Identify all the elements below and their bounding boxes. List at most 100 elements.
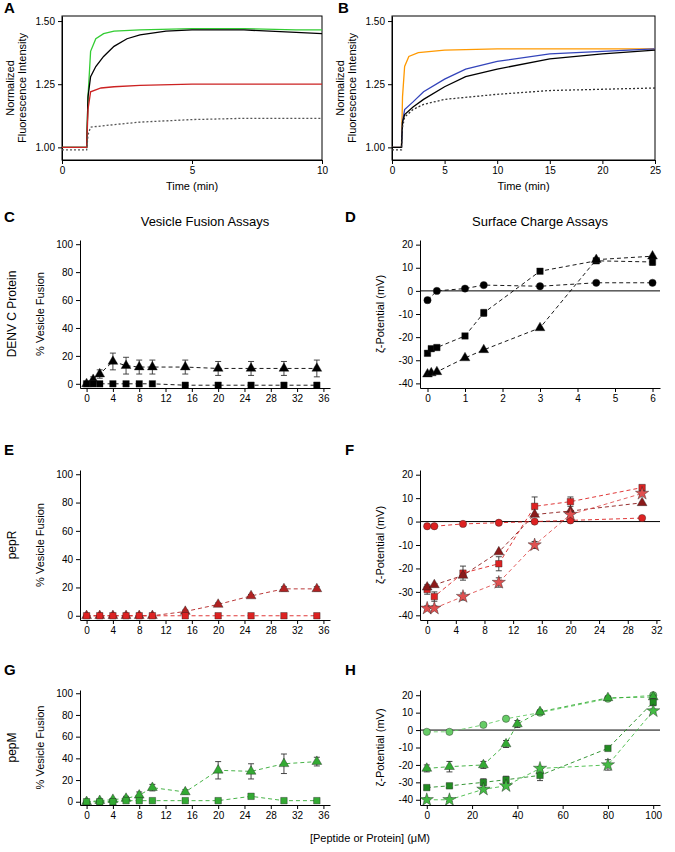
y-tick: 100 [56,469,80,480]
x-axis-title: Time (min) [166,180,218,192]
x-tick-label: 24 [239,393,251,404]
y-tick: 1.50 [36,16,62,27]
x-tick-mark [271,805,272,809]
panel: 05101.001.251.50 [36,16,329,176]
y-tick-label: 40 [62,323,74,334]
x-tick: 5 [613,388,619,404]
x-tick-mark [653,805,654,809]
marker [647,704,660,717]
marker [531,518,538,525]
y-axis: 020406080100 [56,469,80,622]
x-tick-mark [192,620,193,624]
error-bar [431,592,437,601]
x-axis: 04812162024283236 [81,620,331,636]
marker [182,382,188,388]
marker [108,610,118,619]
y-tick-mark [76,587,80,588]
x-tick: 32 [292,620,304,636]
y-tick-label: -40 [399,378,414,389]
x-tick: 20 [467,805,479,821]
plot-area [82,754,322,805]
panel: 04812162024283236020406080100 [56,469,330,636]
marker [281,382,287,388]
x-tick-mark [218,620,219,624]
y-tick-label: 100 [56,688,73,699]
marker [246,363,256,372]
y-tick-mark [416,615,420,616]
x-tick: 20 [213,620,225,636]
x-tick-mark [322,160,323,164]
x-tick: 0 [390,160,396,176]
panel: 04812162024283236020406080100 [56,239,330,404]
marker [649,279,656,286]
x-tick-label: 60 [558,810,570,821]
marker [82,610,92,619]
x-axis-title: Time (min) [497,180,549,192]
row-label: pepR [5,530,19,559]
y-tick-label: -40 [399,610,414,621]
x-tick: 32 [651,620,663,636]
marker [215,613,221,619]
x-tick-mark [445,160,446,164]
x-tick: 3 [538,388,544,404]
x-tick: 16 [537,620,549,636]
y-tick-label: 80 [62,267,74,278]
y-tick: 1.25 [36,79,62,90]
y-tick-mark [416,730,420,731]
x-tick: 10 [317,160,329,176]
y-tick-mark [416,337,420,338]
y-tick: 20 [62,775,80,786]
x-tick-label: 8 [482,625,488,636]
x-tick-label: 20 [213,625,225,636]
y-tick-mark [76,737,80,738]
x-tick: 0 [425,620,431,636]
x-tick: 28 [266,620,278,636]
y-tick-mark [416,545,420,546]
x-tick-mark [218,388,219,392]
y-axis: 1.001.251.50 [366,16,393,161]
marker [136,797,142,803]
y-axis-line [392,17,393,161]
y-tick-label: 20 [62,582,74,593]
marker [281,613,287,619]
y-tick-label: 0 [67,379,73,390]
x-tick-label: 10 [317,165,329,176]
connector-line [427,695,653,732]
x-tick: 0 [84,620,90,636]
x-tick-label: 25 [650,165,662,176]
x-tick-label: 36 [318,810,330,821]
marker [123,381,129,387]
marker [110,613,116,619]
x-tick-mark [139,620,140,624]
y-tick-mark [416,800,420,801]
marker [213,599,223,608]
connector-line [428,261,653,354]
y-tick-label: 40 [62,753,74,764]
connector-line [427,493,642,608]
plot-area [392,49,655,150]
marker [564,508,577,521]
marker [312,363,322,372]
y-tick: 0 [407,516,420,527]
marker [456,590,469,603]
column-title: Vesicle Fusion Assays [141,214,270,229]
x-tick-label: 20 [597,165,609,176]
x-axis-line [421,805,661,806]
error-bar [434,345,440,350]
x-tick-label: 40 [512,810,524,821]
marker [446,783,452,789]
x-tick-label: 5 [613,393,619,404]
y-tick: 1.00 [366,142,392,153]
x-tick: 32 [292,805,304,821]
x-tick-mark [192,160,193,164]
marker [95,610,105,619]
x-tick-label: 20 [467,810,479,821]
y-tick: 20 [402,239,420,250]
x-axis: 020406080100 [421,805,663,821]
x-tick-label: 32 [651,625,663,636]
marker [123,613,129,619]
marker [420,793,433,805]
x-tick-mark [427,620,428,624]
x-tick-label: 24 [239,625,251,636]
x-tick-label: 20 [213,810,225,821]
